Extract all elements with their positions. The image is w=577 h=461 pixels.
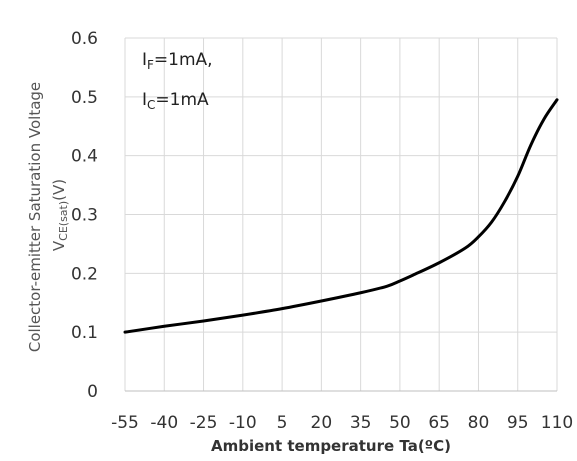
x-tick-label: 20 — [311, 413, 333, 433]
x-tick-label: 50 — [389, 413, 411, 433]
x-tick-label: -10 — [229, 413, 257, 433]
x-tick-label: -25 — [190, 413, 218, 433]
x-tick-label: 95 — [507, 413, 529, 433]
annotation-line-2: IC=1mA — [142, 90, 209, 112]
x-tick-label: -55 — [111, 413, 139, 433]
series-line — [123, 98, 559, 334]
y-tick-label: 0.4 — [71, 147, 98, 167]
annotation: IF=1mA, IC=1mA — [142, 50, 213, 112]
y-tick-label: 0.3 — [71, 206, 98, 226]
annotation-line-1: IF=1mA, — [142, 50, 213, 72]
y-tick-label: 0.1 — [71, 323, 98, 343]
series-layer — [123, 98, 559, 334]
y-tick-labels: 0 0.1 0.2 0.3 0.4 0.5 0.6 — [71, 29, 98, 402]
y-tick-label: 0.6 — [71, 29, 98, 49]
x-tick-label: 110 — [541, 413, 573, 433]
x-tick-labels: -55 -40 -25 -10 5 20 35 50 65 80 95 110 — [111, 413, 573, 433]
y-axis-label-line-1: Collector-emitter Saturation Voltage — [26, 82, 44, 352]
y-tick-label: 0.5 — [71, 88, 98, 108]
x-tick-label: 5 — [277, 413, 288, 433]
grid — [125, 37, 558, 391]
x-tick-label: 80 — [468, 413, 490, 433]
x-tick-label: 35 — [350, 413, 372, 433]
y-axis-label-line-2: VCE(sat)(V) — [50, 179, 70, 251]
y-tick-label: 0.2 — [71, 264, 98, 284]
x-tick-label: -40 — [150, 413, 178, 433]
x-tick-label: 65 — [428, 413, 450, 433]
y-tick-label: 0 — [87, 382, 98, 402]
x-axis-label: Ambient temperature Ta(ºC) — [211, 437, 451, 455]
